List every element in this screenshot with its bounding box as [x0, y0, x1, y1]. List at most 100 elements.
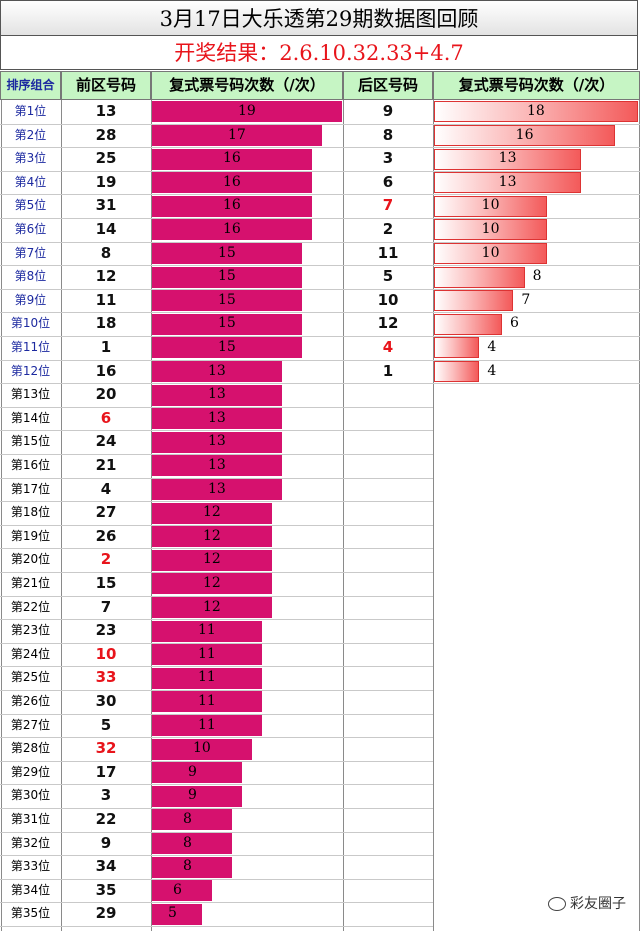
front-count-label: 16 [223, 150, 241, 167]
front-number: 28 [95, 125, 117, 144]
front-count-label: 15 [218, 244, 236, 261]
row-divider [0, 926, 433, 927]
rank-label: 第1位 [14, 104, 47, 118]
row-divider [0, 288, 640, 290]
back-count-label: 4 [487, 339, 497, 355]
back-count-label: 16 [515, 126, 534, 143]
row-divider [0, 855, 433, 857]
row-divider [0, 902, 433, 904]
row-divider [0, 737, 433, 739]
back-count-bar [434, 360, 480, 382]
rank-label: 第27位 [10, 717, 51, 732]
front-count-bar [152, 408, 282, 430]
front-count-bar [152, 903, 202, 925]
rank-label: 第16位 [10, 458, 51, 472]
back-count-bar [434, 337, 480, 359]
rank-label: 第9位 [14, 292, 47, 307]
front-count-bar [152, 809, 232, 831]
row-divider [0, 548, 433, 550]
back-count-bar [434, 290, 514, 312]
rank-label: 第24位 [10, 646, 51, 661]
front-number: 20 [95, 385, 117, 404]
front-count-label: 13 [208, 433, 226, 450]
header-front-count: 复式票号码次数（/次） [151, 71, 343, 100]
front-count-label: 11 [198, 716, 216, 733]
rank-label: 第35位 [10, 906, 51, 921]
front-count-bar [152, 644, 262, 666]
front-count-label: 10 [193, 740, 211, 757]
row-divider [0, 383, 640, 385]
row-divider [0, 524, 433, 526]
row-divider [0, 784, 433, 786]
front-count-label: 11 [198, 693, 216, 709]
rank-label: 第32位 [10, 835, 51, 850]
back-count-label: 10 [481, 221, 500, 237]
front-count-bar [152, 880, 212, 902]
back-number: 9 [382, 102, 394, 120]
front-number: 16 [95, 361, 117, 380]
front-number: 4 [100, 479, 112, 498]
back-number: 3 [382, 149, 394, 168]
rank-label: 第23位 [10, 623, 51, 638]
row-divider [0, 194, 640, 196]
back-number: 6 [382, 172, 394, 191]
front-number: 19 [95, 172, 117, 191]
front-number: 7 [100, 597, 112, 616]
back-number: 2 [382, 220, 394, 238]
front-count-bar [152, 337, 302, 359]
back-count-bar [434, 195, 548, 217]
front-count-label: 12 [203, 551, 221, 568]
front-number: 24 [95, 432, 117, 451]
back-count-bar [434, 242, 548, 264]
back-count-label: 10 [481, 244, 500, 261]
front-count-label: 16 [223, 197, 241, 214]
row-divider [0, 406, 433, 408]
chat-bubble-icon [548, 897, 566, 911]
front-number: 29 [95, 904, 117, 923]
front-number: 13 [95, 102, 117, 120]
rank-label: 第34位 [10, 882, 51, 897]
rank-label: 第19位 [10, 528, 51, 543]
rank-label: 第18位 [10, 505, 51, 520]
column-divider [151, 100, 152, 931]
front-number: 26 [95, 526, 117, 545]
front-count-label: 12 [203, 598, 221, 615]
back-count-bar [434, 313, 502, 335]
front-count-bar [152, 596, 272, 618]
front-count-bar [152, 148, 312, 170]
back-number: 10 [377, 290, 399, 309]
data-grid: 第1位 13 19 第2位 28 17 第3位 25 16 第4位 19 16 第5位 31 16 第6位 14… [0, 100, 640, 931]
front-count-bar [152, 691, 262, 713]
row-divider [0, 642, 433, 644]
rank-label: 第4位 [14, 174, 47, 189]
front-number: 35 [95, 880, 117, 899]
rank-label: 第11位 [10, 340, 51, 354]
rank-label: 第26位 [10, 694, 51, 708]
front-count-label: 8 [183, 811, 192, 827]
row-divider [0, 595, 433, 597]
front-number: 34 [95, 857, 117, 876]
rank-label: 第13位 [10, 387, 51, 402]
front-count-bar [152, 620, 262, 642]
back-count-bar [434, 124, 616, 146]
front-count-bar [152, 573, 272, 595]
rank-label: 第28位 [10, 741, 51, 756]
row-divider [0, 170, 640, 172]
front-count-label: 12 [203, 504, 221, 521]
front-count-label: 16 [223, 173, 241, 190]
front-number: 2 [100, 550, 112, 569]
front-number: 6 [100, 408, 112, 427]
back-count-label: 6 [510, 315, 519, 332]
front-count-bar [152, 526, 272, 548]
back-number: 1 [382, 361, 394, 380]
rank-label: 第10位 [10, 316, 51, 331]
rank-label: 第29位 [10, 764, 51, 779]
front-number: 33 [95, 668, 117, 687]
front-number: 8 [100, 243, 112, 262]
front-count-bar [152, 431, 282, 453]
row-divider [0, 336, 640, 337]
back-count-label: 8 [532, 268, 542, 285]
row-divider [0, 831, 433, 833]
front-count-bar [152, 549, 272, 571]
column-divider [61, 100, 62, 931]
